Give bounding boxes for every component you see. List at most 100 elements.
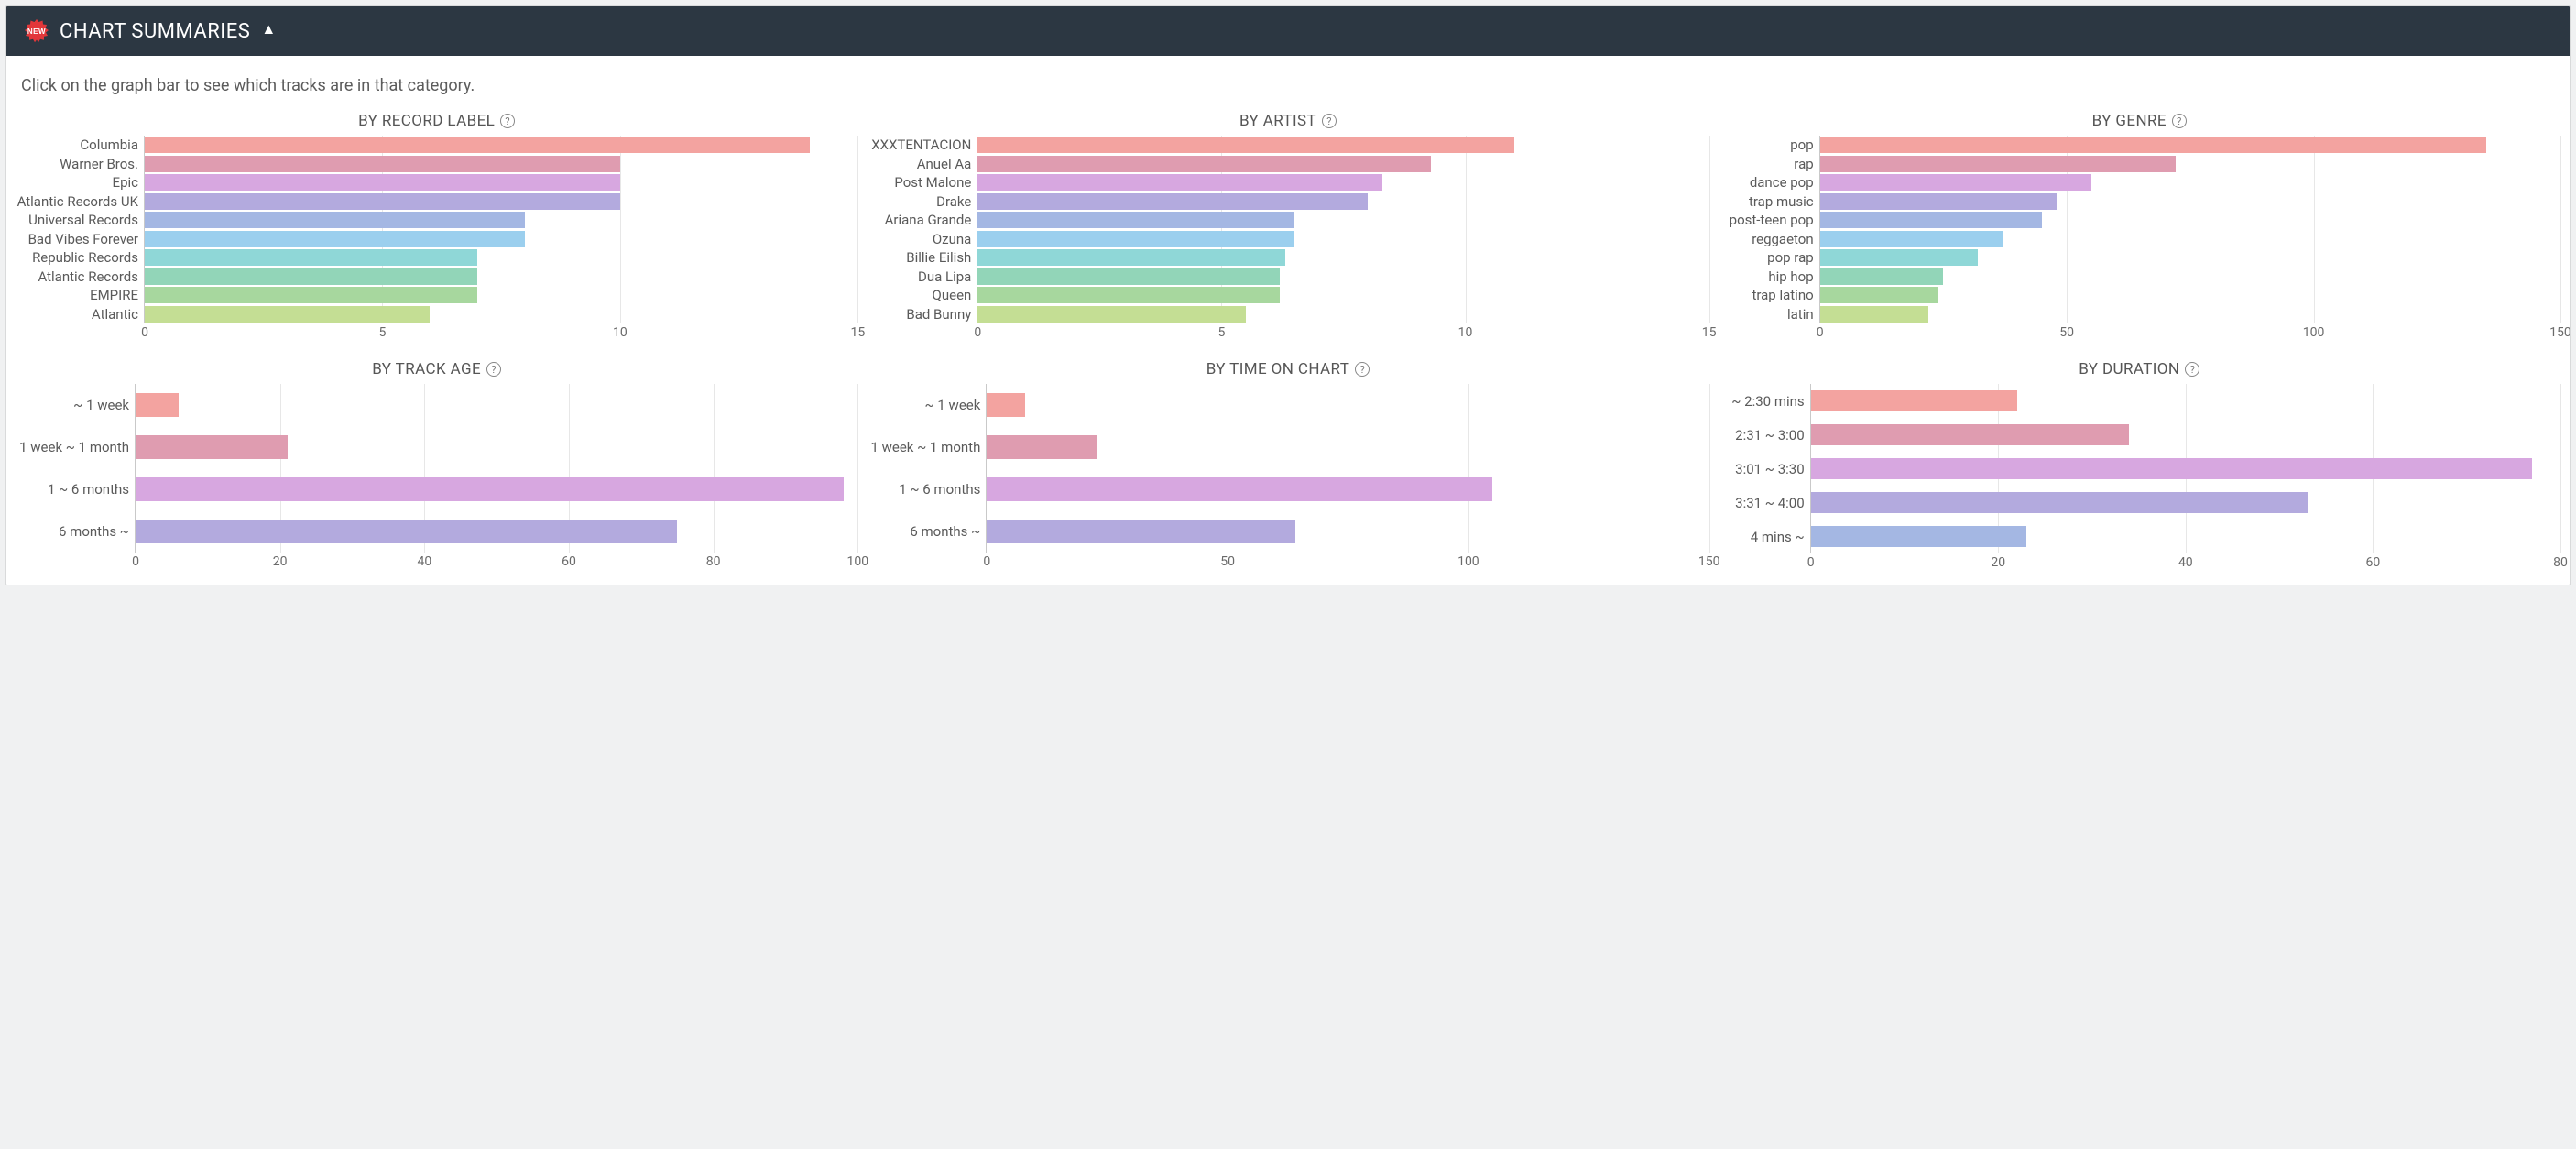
bar-fill[interactable] <box>1811 390 2017 412</box>
bar-fill[interactable] <box>977 287 1280 303</box>
bar-label: 6 months ~ <box>867 510 986 553</box>
bar-fill[interactable] <box>145 231 525 247</box>
bar-track <box>144 268 857 287</box>
help-icon[interactable]: ? <box>500 114 515 128</box>
bar-fill[interactable] <box>977 212 1294 228</box>
bar-fill[interactable] <box>1811 492 2308 514</box>
bar-fill[interactable] <box>977 249 1284 266</box>
bar-fill[interactable] <box>1820 287 1938 303</box>
bar-fill[interactable] <box>1820 268 1944 285</box>
bar-label: Ozuna <box>867 230 977 249</box>
bar-fill[interactable] <box>1811 424 2130 446</box>
bar-fill[interactable] <box>1820 231 2003 247</box>
bar-fill[interactable] <box>987 477 1492 501</box>
bar-fill[interactable] <box>145 249 477 266</box>
axis-tick: 100 <box>847 554 869 569</box>
bar-row: trap music <box>1719 192 2560 212</box>
bar-fill[interactable] <box>145 156 620 172</box>
bar-label: Billie Eilish <box>867 248 977 268</box>
bar-fill[interactable] <box>136 520 677 543</box>
chart-by-record-label: BY RECORD LABEL?ColumbiaWarner Bros.Epic… <box>16 112 857 344</box>
bar-track <box>977 286 1708 305</box>
bar-label: 1 week ~ 1 month <box>867 426 986 468</box>
help-icon[interactable]: ? <box>2172 114 2187 128</box>
axis-tick: 5 <box>1217 325 1225 340</box>
bar-fill[interactable] <box>1820 193 2058 210</box>
bar-row: trap latino <box>1719 286 2560 305</box>
bar-fill[interactable] <box>977 231 1294 247</box>
help-icon[interactable]: ? <box>2185 362 2199 377</box>
axis-spacer <box>1719 553 1810 574</box>
bar-fill[interactable] <box>977 174 1382 191</box>
chart-title-text: BY ARTIST <box>1239 112 1316 130</box>
bar-label: EMPIRE <box>16 286 144 305</box>
bar-fill[interactable] <box>1820 174 2091 191</box>
bar-row: 1 week ~ 1 month <box>867 426 1708 468</box>
chart-title: BY GENRE? <box>1719 112 2560 130</box>
chart-by-track-age: BY TRACK AGE? ~ 1 week1 week ~ 1 month1 ~… <box>16 360 857 574</box>
chart-title: BY DURATION? <box>1719 360 2560 378</box>
bar-fill[interactable] <box>977 193 1368 210</box>
bar-track <box>977 136 1708 155</box>
bar-fill[interactable] <box>145 306 430 323</box>
x-axis: 020406080 <box>1719 553 2560 574</box>
axis-tick: 80 <box>2553 555 2568 570</box>
bar-row: 1 ~ 6 months <box>16 468 857 510</box>
bar-row: Republic Records <box>16 248 857 268</box>
bar-fill[interactable] <box>977 268 1280 285</box>
bar-track <box>135 468 857 510</box>
bar-track <box>977 230 1708 249</box>
help-icon[interactable]: ? <box>1355 362 1370 377</box>
bar-fill[interactable] <box>977 306 1246 323</box>
bar-fill[interactable] <box>1820 156 2176 172</box>
bar-row: dance pop <box>1719 173 2560 192</box>
help-icon[interactable]: ? <box>1322 114 1337 128</box>
axis-tick: 50 <box>1220 554 1235 569</box>
bar-fill[interactable] <box>987 435 1097 459</box>
bar-fill[interactable] <box>1820 249 1978 266</box>
panel-header[interactable]: NEW CHART SUMMARIES ▲ <box>6 6 2570 56</box>
bar-fill[interactable] <box>977 156 1431 172</box>
bar-label: 1 week ~ 1 month <box>16 426 135 468</box>
bar-row: reggaeton <box>1719 230 2560 249</box>
bar-fill[interactable] <box>1820 306 1929 323</box>
bar-label: ~ 1 week <box>16 384 135 426</box>
axis-tick: 5 <box>379 325 387 340</box>
bar-fill[interactable] <box>145 193 620 210</box>
bar-row: Atlantic Records UK <box>16 192 857 212</box>
bar-fill[interactable] <box>145 212 525 228</box>
bar-fill[interactable] <box>136 393 179 417</box>
bar-row: ~ 1 week <box>867 384 1708 426</box>
bar-row: post-teen pop <box>1719 211 2560 230</box>
bar-fill[interactable] <box>136 435 288 459</box>
bar-fill[interactable] <box>145 287 477 303</box>
bar-fill[interactable] <box>1811 526 2026 548</box>
bar-fill[interactable] <box>136 477 844 501</box>
bar-fill[interactable] <box>977 137 1513 153</box>
bar-row: 1 ~ 6 months <box>867 468 1708 510</box>
bar-label: latin <box>1719 305 1819 324</box>
bar-fill[interactable] <box>145 137 810 153</box>
bar-fill[interactable] <box>145 174 620 191</box>
x-axis: 051015 <box>16 323 857 344</box>
bar-fill[interactable] <box>1820 137 2486 153</box>
bar-row: Billie Eilish <box>867 248 1708 268</box>
bar-fill[interactable] <box>1811 458 2533 480</box>
axis-tick: 0 <box>1817 325 1824 340</box>
plot-area: ColumbiaWarner Bros.EpicAtlantic Records… <box>16 136 857 323</box>
help-icon[interactable]: ? <box>486 362 501 377</box>
bar-fill[interactable] <box>145 268 477 285</box>
axis-tick: 0 <box>132 554 139 569</box>
bar-fill[interactable] <box>987 520 1294 543</box>
bar-fill[interactable] <box>1820 212 2042 228</box>
plot-area: poprapdance poptrap musicpost-teen popre… <box>1719 136 2560 323</box>
bar-row: 4 mins ~ <box>1719 520 2560 553</box>
collapse-caret-icon[interactable]: ▲ <box>261 20 276 38</box>
bar-fill[interactable] <box>987 393 1025 417</box>
chart-title: BY TRACK AGE? <box>16 360 857 378</box>
bar-track <box>1810 418 2560 452</box>
bar-row: 1 week ~ 1 month <box>16 426 857 468</box>
new-badge-icon: NEW <box>25 19 49 43</box>
chart-by-artist: BY ARTIST?XXXTENTACIONAnuel AaPost Malon… <box>867 112 1708 344</box>
bar-track <box>144 305 857 324</box>
